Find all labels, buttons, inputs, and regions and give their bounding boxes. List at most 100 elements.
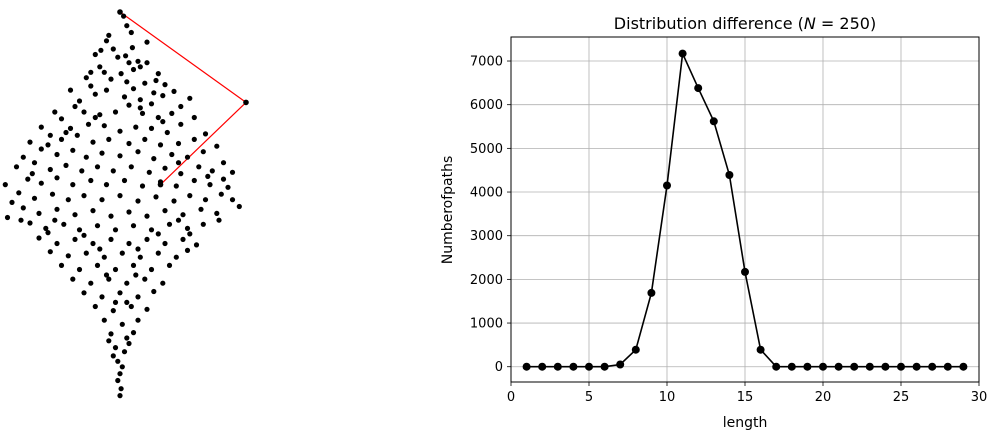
scatter-point	[31, 195, 38, 201]
scatter-point	[209, 168, 215, 174]
scatter-point	[25, 176, 31, 182]
scatter-point	[175, 140, 182, 147]
scatter-point	[229, 197, 236, 203]
scatter-point	[99, 294, 105, 300]
scatter-point	[92, 51, 98, 58]
scatter-point	[94, 262, 101, 268]
scatter-point	[198, 206, 204, 212]
scatter-point	[173, 183, 179, 189]
scatter-point	[74, 132, 80, 138]
scatter-point	[191, 114, 197, 121]
scatter-point	[54, 206, 60, 212]
scatter-point	[101, 69, 107, 75]
scatter-point	[137, 105, 143, 111]
x-tick-label: 30	[971, 390, 988, 405]
scatter-point	[126, 140, 132, 147]
scatter-point	[58, 136, 65, 142]
scatter-point	[123, 53, 129, 59]
scatter-point	[65, 253, 71, 259]
scatter-point	[115, 358, 121, 364]
scatter-point	[126, 60, 132, 66]
scatter-point	[94, 223, 101, 229]
data-point	[912, 362, 921, 371]
scatter-point	[52, 109, 58, 115]
y-axis-label: Numberofpaths	[440, 156, 456, 265]
scatter-point	[236, 203, 242, 210]
scatter-point	[54, 175, 60, 181]
scatter-point	[218, 191, 224, 197]
scatter-point	[54, 151, 60, 158]
scatter-point	[117, 153, 123, 159]
scatter-point	[133, 124, 139, 130]
scatter-point	[121, 94, 128, 100]
path-node	[243, 99, 249, 106]
scatter-point	[153, 77, 159, 84]
scatter-point	[220, 160, 227, 166]
scatter-point	[135, 246, 141, 252]
line-chart: Distribution difference (N = 250) 0 5 10 15…	[440, 14, 987, 431]
scatter-point	[191, 136, 197, 142]
scatter-point	[184, 154, 191, 160]
scatter-point	[162, 82, 168, 88]
scatter-point	[47, 166, 53, 173]
scatter-point	[184, 247, 191, 253]
scatter-point	[83, 250, 89, 256]
scatter-point	[90, 139, 96, 145]
scatter-point	[72, 236, 78, 242]
scatter-point	[157, 142, 164, 148]
scatter-point	[162, 208, 168, 214]
scatter-point	[133, 272, 139, 278]
scatter-point	[118, 71, 124, 77]
scatter-point	[155, 71, 161, 77]
scatter-point	[142, 80, 148, 86]
scatter-point	[151, 90, 157, 96]
scatter-point	[117, 9, 123, 15]
scatter-point	[207, 182, 213, 188]
scatter-point	[65, 197, 71, 203]
scatter-point	[97, 246, 103, 252]
y-tick-label: 6000	[470, 98, 503, 113]
scatter-point	[36, 210, 42, 216]
scatter-point	[193, 242, 200, 248]
scatter-point	[124, 23, 130, 29]
scatter-point	[70, 147, 76, 153]
scatter-point	[45, 142, 51, 148]
scatter-point	[9, 199, 15, 205]
scatter-point	[196, 164, 202, 170]
scatter-point	[144, 236, 150, 242]
scatter-point	[130, 66, 137, 73]
scatter-point	[99, 150, 105, 156]
scatter-point	[4, 214, 11, 221]
scatter-point	[144, 306, 150, 312]
scatter-point	[20, 154, 26, 160]
scatter-point	[49, 191, 56, 197]
scatter-point	[97, 64, 103, 70]
scatter-point	[173, 254, 179, 260]
scatter-point	[128, 29, 134, 36]
scatter-point	[115, 377, 121, 384]
scatter-point	[157, 179, 164, 185]
x-tick-label: 5	[585, 390, 593, 405]
scatter-point	[202, 131, 209, 137]
scatter-points	[2, 9, 242, 399]
scatter-point	[85, 121, 92, 127]
scatter-panel	[2, 9, 249, 399]
scatter-point	[38, 124, 44, 130]
scatter-point	[61, 221, 67, 227]
scatter-point	[88, 177, 94, 184]
data-point	[943, 362, 952, 371]
scatter-point	[38, 146, 44, 152]
scatter-point	[27, 220, 33, 226]
data-point	[522, 362, 531, 371]
scatter-point	[139, 110, 146, 116]
scatter-point	[110, 168, 116, 174]
data-point	[850, 362, 859, 371]
scatter-point	[184, 225, 191, 231]
y-tick-label: 4000	[470, 186, 503, 201]
scatter-point	[160, 280, 166, 286]
scatter-point	[70, 182, 76, 188]
data-point	[772, 362, 781, 371]
scatter-point	[128, 164, 134, 170]
scatter-point	[121, 177, 128, 184]
